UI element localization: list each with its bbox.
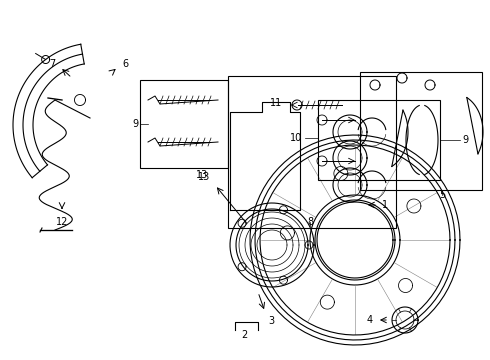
Text: 12: 12 bbox=[56, 217, 68, 227]
Bar bbox=[228, 76, 396, 228]
Text: 2: 2 bbox=[241, 330, 247, 340]
Text: 11: 11 bbox=[270, 98, 282, 108]
Text: 3: 3 bbox=[268, 316, 274, 326]
Text: 10: 10 bbox=[290, 133, 302, 143]
Bar bbox=[140, 80, 228, 168]
Text: 13: 13 bbox=[196, 170, 208, 180]
Text: 9: 9 bbox=[132, 119, 138, 129]
Text: 8: 8 bbox=[307, 217, 313, 227]
Text: 13: 13 bbox=[198, 172, 210, 182]
Text: 4: 4 bbox=[367, 315, 373, 325]
Text: 9: 9 bbox=[462, 135, 468, 145]
Text: 7: 7 bbox=[49, 59, 55, 69]
Text: 5: 5 bbox=[439, 190, 445, 200]
Bar bbox=[318, 100, 440, 180]
Text: 1: 1 bbox=[382, 200, 388, 210]
Text: 6: 6 bbox=[122, 59, 128, 69]
Bar bbox=[360, 72, 482, 190]
